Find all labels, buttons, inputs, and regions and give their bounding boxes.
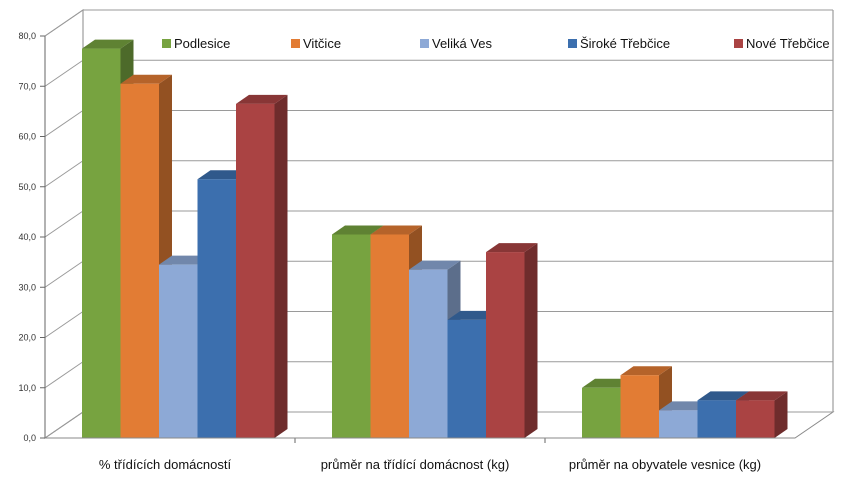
y-tick-label: 10,0 (18, 383, 36, 393)
gridline-side (44, 361, 84, 389)
bar-front (736, 400, 775, 438)
y-axis-ticks: 0,0 10,0 20,0 30,0 40,0 50,0 60,0 70,0 80,0 (18, 31, 46, 443)
gridline-side (44, 160, 84, 188)
bar-front (159, 264, 198, 438)
legend-item: Široké Třebčice (568, 36, 670, 51)
bar-front (486, 252, 525, 438)
gridline-side (44, 110, 84, 137)
x-category-label: průměr na třídící domácnost (kg) (321, 457, 510, 472)
x-axis-labels: % třídících domácností průměr na třídící … (45, 437, 795, 472)
bar-top (370, 225, 422, 235)
gridline-side (44, 9, 84, 37)
x-category-label: % třídících domácností (99, 457, 232, 472)
gridline-side (44, 260, 84, 288)
legend: Podlesice Vitčice Veliká Ves Široké Třebčic… (162, 36, 830, 51)
y-tick-label: 70,0 (18, 81, 36, 91)
x-category-label: průměr na obyvatele vesnice (kg) (569, 457, 761, 472)
bar-top (620, 366, 672, 376)
bar (486, 243, 538, 438)
bar-front (120, 83, 159, 439)
gridline-side (44, 59, 84, 87)
legend-label: Podlesice (174, 36, 230, 51)
bar-front (236, 103, 275, 439)
legend-swatch (734, 39, 743, 48)
bar-front (697, 400, 736, 438)
bars (82, 39, 788, 439)
bar-top (236, 94, 288, 104)
legend-label: Veliká Ves (432, 36, 492, 51)
bar-top (82, 39, 134, 49)
bar-front (82, 48, 121, 438)
legend-label: Nové Třebčice (746, 36, 830, 51)
legend-item: Veliká Ves (420, 36, 492, 51)
bar-side (274, 94, 288, 439)
legend-item: Nové Třebčice (734, 36, 830, 51)
bar-top (409, 260, 461, 270)
bar-front (332, 234, 371, 438)
bar-front (620, 375, 659, 438)
legend-item: Vitčice (291, 36, 341, 51)
y-tick-label: 60,0 (18, 132, 36, 142)
legend-swatch (568, 39, 577, 48)
bar-top (736, 391, 788, 401)
legend-swatch (291, 39, 300, 48)
bar-side (524, 243, 538, 438)
bar-top (697, 391, 749, 401)
y-tick-label: 20,0 (18, 333, 36, 343)
bar-top (332, 225, 384, 235)
y-tick-label: 30,0 (18, 282, 36, 292)
y-tick-label: 40,0 (18, 232, 36, 242)
gridline-side (44, 210, 84, 238)
legend-label: Široké Třebčice (580, 36, 670, 51)
y-tick-label: 50,0 (18, 182, 36, 192)
bar-front (409, 269, 448, 438)
bar-front (582, 387, 621, 438)
y-tick-label: 0,0 (23, 433, 36, 443)
bar (736, 391, 788, 438)
bar-top (486, 243, 538, 253)
bar-front (370, 234, 409, 438)
y-tick-label: 80,0 (18, 31, 36, 41)
gridline-side (44, 411, 84, 439)
gridline-side (44, 311, 84, 338)
legend-swatch (420, 39, 429, 48)
legend-swatch (162, 39, 171, 48)
bar-side (774, 391, 788, 438)
bar-front (659, 410, 698, 438)
bar (236, 94, 288, 439)
bar-front (197, 179, 236, 438)
bar-top (120, 74, 172, 84)
legend-label: Vitčice (303, 36, 341, 51)
legend-item: Podlesice (162, 36, 230, 51)
bar-front (447, 319, 486, 438)
